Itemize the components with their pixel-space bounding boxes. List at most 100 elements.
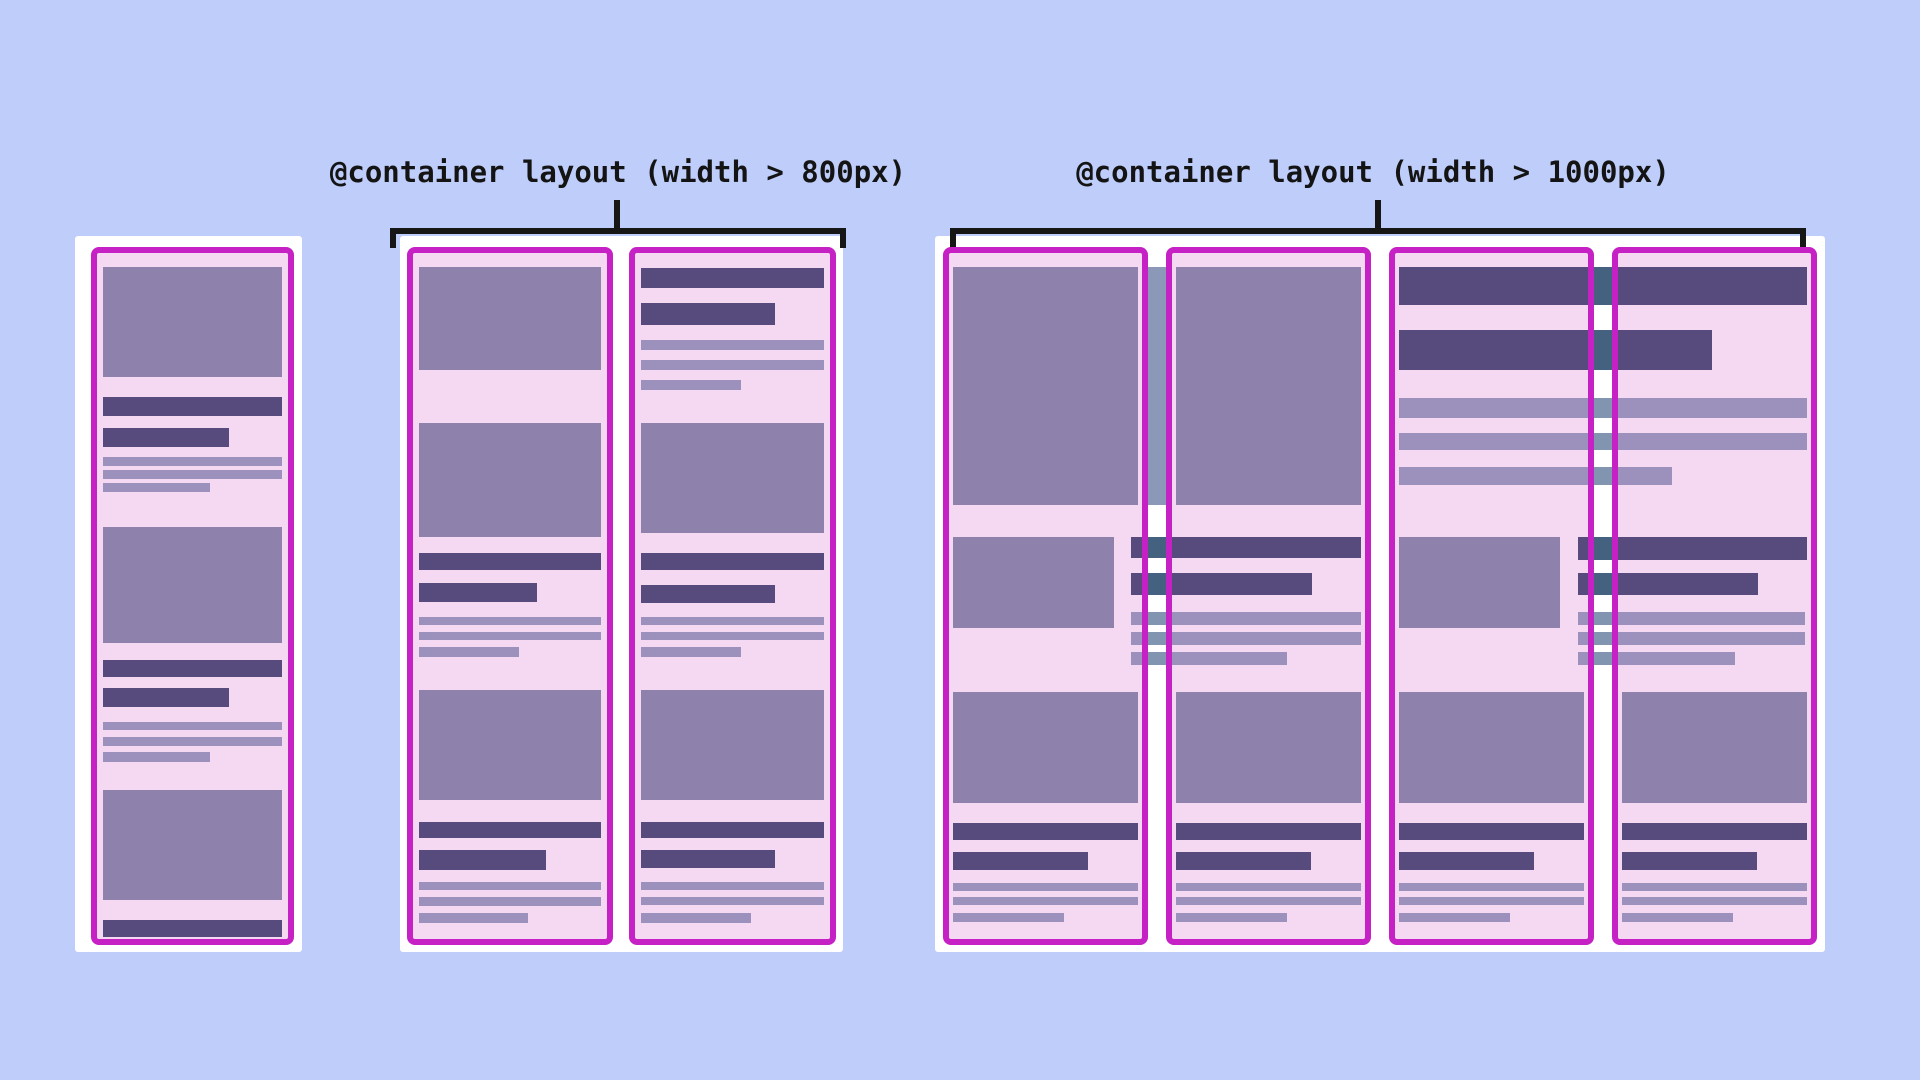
text-line (419, 632, 601, 640)
subtitle-bar (1131, 573, 1312, 595)
title-bar (419, 822, 601, 838)
text-line (953, 883, 1138, 891)
text-line (419, 882, 601, 890)
text-line (1399, 897, 1584, 905)
text-line (953, 913, 1064, 922)
subtitle-bar (103, 688, 229, 707)
wide-title-bar (1399, 330, 1712, 370)
text-line (1131, 612, 1361, 625)
subtitle-bar (419, 850, 546, 870)
text-line (641, 647, 741, 657)
overflow-bridge-line (1589, 612, 1617, 625)
bracket-cap (390, 228, 396, 248)
image-placeholder (953, 537, 1114, 628)
image-placeholder (1399, 692, 1584, 803)
overflow-bridge-bar (1143, 573, 1171, 595)
overflow-bridge-line (1143, 652, 1171, 665)
subtitle-bar (419, 583, 537, 602)
overflow-bridge-line (1143, 612, 1171, 625)
text-line (1622, 897, 1807, 905)
text-line (641, 897, 824, 905)
text-line (103, 737, 282, 746)
bracket-cap (840, 228, 846, 248)
image-placeholder (641, 690, 824, 800)
text-line (1131, 632, 1361, 645)
card-border (1389, 247, 1594, 945)
title-bar (419, 553, 601, 570)
title-bar (103, 660, 282, 677)
title-bar (103, 397, 282, 416)
bracket-cap (1800, 228, 1806, 248)
text-line (419, 647, 519, 657)
title-bar (1399, 823, 1584, 840)
image-placeholder (103, 527, 282, 643)
overflow-bridge-line (1589, 632, 1617, 645)
overflow-bridge-line (1589, 652, 1617, 665)
subtitle-bar (1578, 573, 1758, 595)
text-line (103, 722, 282, 730)
overflow-bridge-line (1589, 467, 1617, 485)
text-line (641, 617, 824, 625)
title-bar (103, 920, 282, 937)
overflow-bridge-line (1589, 398, 1617, 418)
overflow-bridge-bar (1143, 537, 1171, 558)
card-border (629, 247, 836, 945)
text-line (1176, 913, 1287, 922)
bracket-bar (390, 228, 846, 234)
image-placeholder (419, 267, 601, 370)
image-placeholder (1176, 692, 1361, 803)
image-placeholder (953, 692, 1138, 803)
card-border (1612, 247, 1817, 945)
title-bar (641, 268, 824, 288)
bracket-tick (614, 200, 620, 231)
subtitle-bar (1622, 852, 1757, 870)
image-placeholder (103, 790, 282, 900)
text-line (641, 360, 824, 370)
text-line (1622, 913, 1733, 922)
text-line (953, 897, 1138, 905)
bracket-bar (950, 228, 1806, 234)
text-line (641, 340, 824, 350)
text-line (103, 470, 282, 479)
title-bar (1176, 823, 1361, 840)
text-line (103, 457, 282, 466)
overflow-bridge-line (1589, 433, 1617, 450)
text-line (1578, 632, 1805, 645)
image-placeholder (1622, 692, 1807, 803)
title-bar (953, 823, 1138, 840)
image-placeholder (103, 267, 282, 377)
text-line (1622, 883, 1807, 891)
text-line (419, 617, 601, 625)
text-line (641, 380, 741, 390)
text-line (1399, 913, 1510, 922)
card-border (1166, 247, 1371, 945)
bracket-tick (1375, 200, 1381, 231)
card-border (91, 247, 294, 945)
text-line (103, 483, 210, 492)
text-line (641, 632, 824, 640)
title-bar (641, 822, 824, 838)
text-line (641, 882, 824, 890)
text-line (1578, 612, 1805, 625)
image-placeholder (419, 690, 601, 800)
title-bar (1131, 537, 1361, 558)
wide-image-placeholder (1176, 267, 1361, 505)
card-border (943, 247, 1148, 945)
image-placeholder (419, 423, 601, 537)
text-line (419, 897, 601, 906)
text-line (641, 913, 751, 923)
text-line (1399, 883, 1584, 891)
subtitle-bar (953, 852, 1088, 870)
container-query-label-800px: @container layout (width > 800px) (329, 155, 907, 189)
subtitle-bar (1176, 852, 1311, 870)
title-bar (1578, 537, 1807, 560)
card-border (407, 247, 613, 945)
title-bar (1622, 823, 1807, 840)
overflow-bridge-line (1143, 632, 1171, 645)
subtitle-bar (103, 428, 229, 447)
image-placeholder (1399, 537, 1560, 628)
bracket-cap (950, 228, 956, 248)
subtitle-bar (1399, 852, 1534, 870)
text-line (1176, 883, 1361, 891)
